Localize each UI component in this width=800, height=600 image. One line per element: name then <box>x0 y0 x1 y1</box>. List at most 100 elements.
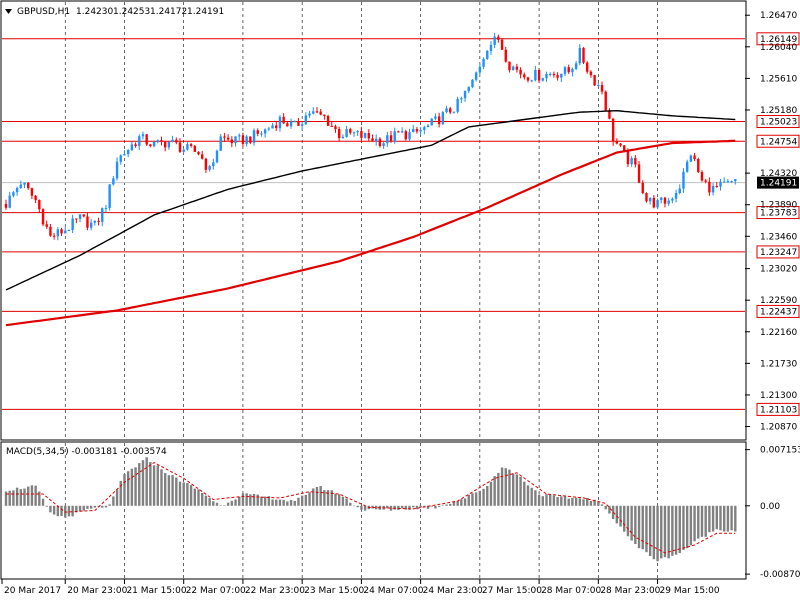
candle-body <box>515 66 519 70</box>
macd-bar <box>478 490 482 506</box>
macd-bar <box>352 505 356 507</box>
macd-bar <box>204 495 208 506</box>
macd-bar <box>186 483 189 506</box>
level-tag <box>756 245 800 259</box>
macd-bar <box>523 481 526 506</box>
candle-body <box>560 73 563 78</box>
y-tick-label: 1.21300 <box>760 391 797 401</box>
macd-bar <box>238 496 241 506</box>
candle-body <box>497 36 500 40</box>
level-tag <box>756 206 800 220</box>
candle-body <box>371 138 374 142</box>
macd-bar <box>138 463 141 506</box>
candle-body <box>178 142 182 152</box>
macd-bar <box>60 505 63 517</box>
macd-bar <box>93 505 97 508</box>
macd-bar <box>560 496 563 506</box>
candle-body <box>126 150 130 155</box>
macd-bar <box>15 487 19 506</box>
candle-body <box>734 179 737 182</box>
macd-y-tick-label: 0.007153 <box>760 446 800 456</box>
candle-body <box>530 80 533 82</box>
candle-body <box>171 139 174 142</box>
candle-body <box>67 230 71 232</box>
x-tick-label: 20 Mar 23:00 <box>67 586 127 596</box>
candle-body <box>430 118 433 126</box>
macd-bar <box>715 505 718 530</box>
macd-bar <box>722 505 726 532</box>
macd-bar <box>597 502 600 506</box>
candle-body <box>597 85 600 87</box>
candle-body <box>412 129 415 133</box>
candle-body <box>12 192 15 196</box>
macd-bar <box>315 486 319 506</box>
candle-body <box>467 87 470 92</box>
macd-bar <box>608 505 611 514</box>
macd-signal-line <box>6 462 736 554</box>
macd-bar <box>463 498 467 506</box>
candle-body <box>678 188 681 194</box>
y-tick-label: 1.23460 <box>760 232 797 242</box>
level-label: 1.21103 <box>760 405 797 415</box>
candle-body <box>260 133 263 135</box>
macd-bar <box>101 505 104 508</box>
candle-body <box>541 78 544 81</box>
candle-body <box>315 111 319 113</box>
candle-body <box>367 132 370 139</box>
candle-body <box>719 181 722 187</box>
candle-body <box>293 121 296 123</box>
macd-bar <box>86 505 89 509</box>
candle-body <box>697 158 700 173</box>
candle-body <box>234 136 237 144</box>
macd-bar <box>230 500 234 506</box>
candle-body <box>389 135 393 142</box>
x-tick-label: 20 Mar 2017 <box>4 586 61 596</box>
candle-body <box>700 172 704 181</box>
x-tick-label: 28 Mar 23:00 <box>600 586 660 596</box>
macd-bar <box>82 505 85 511</box>
candle-body <box>123 154 126 156</box>
macd-bar <box>115 489 119 506</box>
macd-bar <box>341 496 345 506</box>
macd-bar <box>708 505 711 533</box>
candles <box>4 32 737 241</box>
macd-bar <box>112 496 115 506</box>
candle-body <box>249 136 252 143</box>
candle-body <box>726 181 730 183</box>
macd-bar <box>519 476 522 506</box>
candle-body <box>230 139 234 144</box>
macd-bar <box>300 495 304 506</box>
macd-bar <box>371 505 374 509</box>
candle-body <box>323 114 326 116</box>
macd-bar <box>489 481 493 506</box>
candle-body <box>312 111 315 114</box>
macd-bar <box>456 500 459 506</box>
macd-bar <box>663 505 667 558</box>
collapse-arrow-icon[interactable] <box>5 9 12 14</box>
candle-body <box>267 128 271 130</box>
candle-body <box>141 134 145 137</box>
macd-bar <box>160 469 163 506</box>
candle-body <box>552 73 556 76</box>
macd-bar <box>449 503 452 506</box>
macd-bar <box>234 499 237 506</box>
macd-bar <box>263 496 267 506</box>
ma-fast-line <box>5 109 736 291</box>
macd-bar <box>637 505 641 549</box>
y-tick-label: 1.24320 <box>760 169 797 179</box>
macd-bar <box>19 489 23 506</box>
candle-body <box>574 63 578 69</box>
macd-bar <box>171 475 174 506</box>
open-value: 1.24230 <box>76 7 113 17</box>
candle-body <box>508 61 511 71</box>
candle-body <box>619 143 622 146</box>
macd-bar <box>437 505 441 507</box>
candle-body <box>152 141 156 147</box>
candle-body <box>671 198 674 201</box>
candle-body <box>304 115 308 125</box>
x-tick-label: 29 Mar 15:00 <box>660 586 720 596</box>
candle-body <box>449 108 452 113</box>
macd-bar <box>149 462 152 506</box>
candle-body <box>78 214 82 219</box>
candle-body <box>104 208 108 210</box>
